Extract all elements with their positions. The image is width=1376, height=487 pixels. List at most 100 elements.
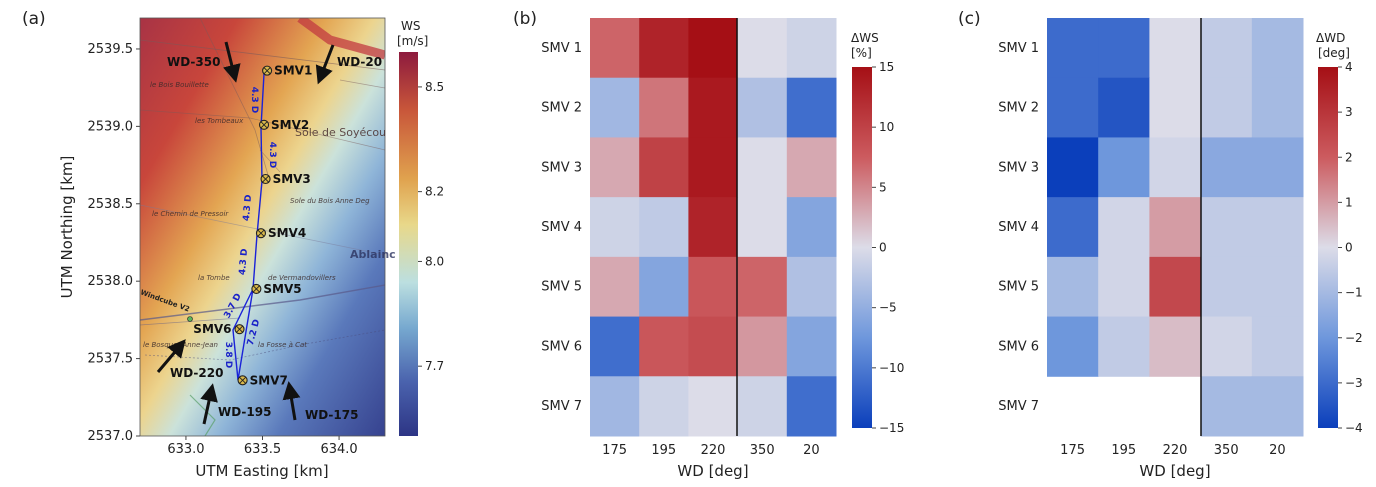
dwd-colorbar-tick-label: −3 bbox=[1345, 376, 1363, 390]
wd-heatmap: SMV 1 SMV 2 SMV 3 SMV 4 SMV 5 SMV 6 SMV 7 175 19… bbox=[998, 18, 1304, 458]
ws-heatmap-cell bbox=[786, 137, 837, 198]
ws-heatmap-cell bbox=[737, 197, 788, 258]
wd-heatmap-cell bbox=[1200, 376, 1253, 437]
ws-heatmap-cell bbox=[688, 316, 739, 377]
wd-heatmap-cell bbox=[1098, 18, 1150, 79]
dwd-colorbar bbox=[1318, 67, 1338, 428]
ws-heatmap-cell bbox=[639, 316, 689, 377]
ws-heatmap-cell bbox=[639, 376, 689, 437]
ws-colorbar-tick-label: 8.0 bbox=[425, 254, 444, 268]
wd-heatmap-row-label: SMV 3 bbox=[998, 160, 1039, 175]
map-label-chemin-pressoir: le Chemin de Pressoir bbox=[152, 210, 229, 218]
ws-heatmap-row-label: SMV 7 bbox=[541, 399, 582, 414]
ws-heatmap-row-label: SMV 6 bbox=[541, 339, 582, 354]
ws-colorbar-tick-label: 8.2 bbox=[425, 185, 444, 199]
wd-heatmap-cell bbox=[1251, 197, 1304, 258]
wd-heatmap-cell bbox=[1149, 316, 1202, 377]
ws-heatmap-row-label: SMV 1 bbox=[541, 41, 582, 56]
wd-195-arrow bbox=[200, 383, 218, 425]
map-label-ablain: Ablainc bbox=[350, 248, 396, 261]
wd-heatmap-row-label: SMV 1 bbox=[998, 41, 1039, 56]
turbine-cross-6 bbox=[236, 325, 243, 333]
ws-heatmap-cell bbox=[737, 18, 788, 79]
turbine-cross-5 bbox=[253, 285, 260, 293]
map-label-tombeaux: les Tombeaux bbox=[195, 117, 244, 125]
ws-heatmap-cell bbox=[737, 77, 788, 138]
panel-c-x-label: WD [deg] bbox=[1139, 462, 1210, 480]
wd-heatmap-cell bbox=[1251, 137, 1304, 198]
wd-heatmap-row-label: SMV 6 bbox=[998, 339, 1039, 354]
panel-a-x-tick-label: 634.0 bbox=[320, 442, 357, 457]
dwd-colorbar-tick-label: −1 bbox=[1345, 286, 1363, 300]
wd-heatmap-cell bbox=[1047, 256, 1099, 318]
ws-heatmap-row-label: SMV 4 bbox=[541, 220, 582, 235]
panel-a-x-tick-label: 633.5 bbox=[244, 442, 281, 457]
dws-colorbar-tick-label: −10 bbox=[879, 361, 904, 375]
ws-heatmap-cell bbox=[786, 77, 837, 138]
wd-220-label: WD-220 bbox=[170, 366, 223, 380]
ws-heatmap-cell bbox=[639, 77, 689, 138]
dws-colorbar-tick-label: 15 bbox=[879, 60, 894, 74]
wd-heatmap-cell bbox=[1098, 256, 1150, 318]
ws-map bbox=[140, 18, 385, 436]
wd-heatmap-cell bbox=[1047, 316, 1099, 377]
turbine-cross-1 bbox=[263, 67, 271, 74]
wd-220-arrow bbox=[156, 339, 186, 373]
turbine-cross-2 bbox=[260, 121, 268, 129]
ws-heatmap-cell bbox=[590, 137, 640, 198]
panel-a-y-tick-label: 2537.5 bbox=[88, 352, 134, 367]
wd-heatmap-cell bbox=[1149, 256, 1202, 318]
wd-heatmap-cell bbox=[1251, 77, 1304, 138]
panel-a-y-tick-label: 2539.5 bbox=[88, 42, 134, 57]
turbine-label-6: SMV6 bbox=[193, 322, 231, 336]
wd-heatmap-row-label: SMV 4 bbox=[998, 220, 1039, 235]
ws-heatmap-cell bbox=[737, 256, 788, 318]
spacing-2-3: 4.3 D bbox=[267, 142, 277, 169]
ws-heatmap-cell bbox=[786, 316, 837, 377]
ws-heatmap-col-label: 195 bbox=[651, 443, 676, 458]
wd-20-label: WD-20 bbox=[337, 55, 382, 69]
ws-heatmap-cell bbox=[590, 376, 640, 437]
ws-heatmap-cell bbox=[688, 18, 739, 79]
ws-heatmap-cell bbox=[737, 137, 788, 198]
wd-195-label: WD-195 bbox=[218, 405, 271, 419]
ws-colorbar-title-2: [m/s] bbox=[397, 34, 428, 48]
panel-a-y-tick-label: 2537.0 bbox=[88, 429, 134, 444]
ws-heatmap-cell bbox=[688, 137, 739, 198]
wd-175-label: WD-175 bbox=[305, 408, 358, 422]
panel-c: (c) SMV 1 SMV 2 SMV 3 SMV 4 SMV 5 SMV 6 SMV 7 1… bbox=[958, 9, 1363, 480]
wd-heatmap-cell bbox=[1047, 197, 1099, 258]
wd-175-arrow bbox=[282, 381, 301, 421]
map-label-bois-bouillette: le Bois Bouillette bbox=[150, 81, 209, 89]
panel-b: (b) SMV 1 SMV 2 SMV 3 SMV 4 SMV 5 SMV 6 SMV 7 1… bbox=[513, 9, 904, 480]
turbine-cross-4 bbox=[257, 229, 265, 237]
ws-colorbar-title-1: WS bbox=[401, 19, 420, 33]
map-label-soyecourt: Sole de Soyécou bbox=[295, 126, 386, 139]
dwd-colorbar-title-2: [deg] bbox=[1318, 46, 1350, 60]
ws-heatmap-cell bbox=[786, 256, 837, 318]
spacing-4-5: 4.3 D bbox=[238, 248, 250, 275]
wd-heatmap-cell bbox=[1200, 256, 1253, 318]
dwd-colorbar-tick-label: 1 bbox=[1345, 195, 1353, 209]
turbine-label-7: SMV7 bbox=[250, 373, 288, 387]
ws-heatmap-cell bbox=[590, 197, 640, 258]
ws-heatmap-col-label: 220 bbox=[701, 443, 726, 458]
wd-heatmap-cell bbox=[1098, 197, 1150, 258]
dwd-colorbar-tick-label: −2 bbox=[1345, 331, 1363, 345]
wd-heatmap-col-label: 175 bbox=[1060, 443, 1085, 458]
dws-colorbar-tick-label: 10 bbox=[879, 120, 894, 134]
spacing-6-7: 3.8 D bbox=[223, 342, 233, 369]
wd-heatmap-cell bbox=[1098, 137, 1150, 198]
panel-a-y-label: UTM Northing [km] bbox=[58, 156, 76, 299]
panel-a: (a) le Bois Bouillette les Tombeaux le C… bbox=[22, 9, 444, 480]
wd-heatmap-cell bbox=[1251, 18, 1304, 79]
dwd-colorbar-tick-label: 0 bbox=[1345, 241, 1353, 255]
dwd-colorbar-tick-label: −4 bbox=[1345, 421, 1363, 435]
turbine-label-2: SMV2 bbox=[271, 118, 309, 132]
ws-heatmap-cell bbox=[639, 197, 689, 258]
dws-colorbar-ticks: 15 10 5 0 −5 −10 −15 bbox=[872, 60, 904, 435]
panel-a-y-tick-label: 2539.0 bbox=[88, 119, 134, 134]
ws-heatmap-col-label: 20 bbox=[803, 443, 820, 458]
wd-heatmap-cell bbox=[1098, 77, 1150, 138]
